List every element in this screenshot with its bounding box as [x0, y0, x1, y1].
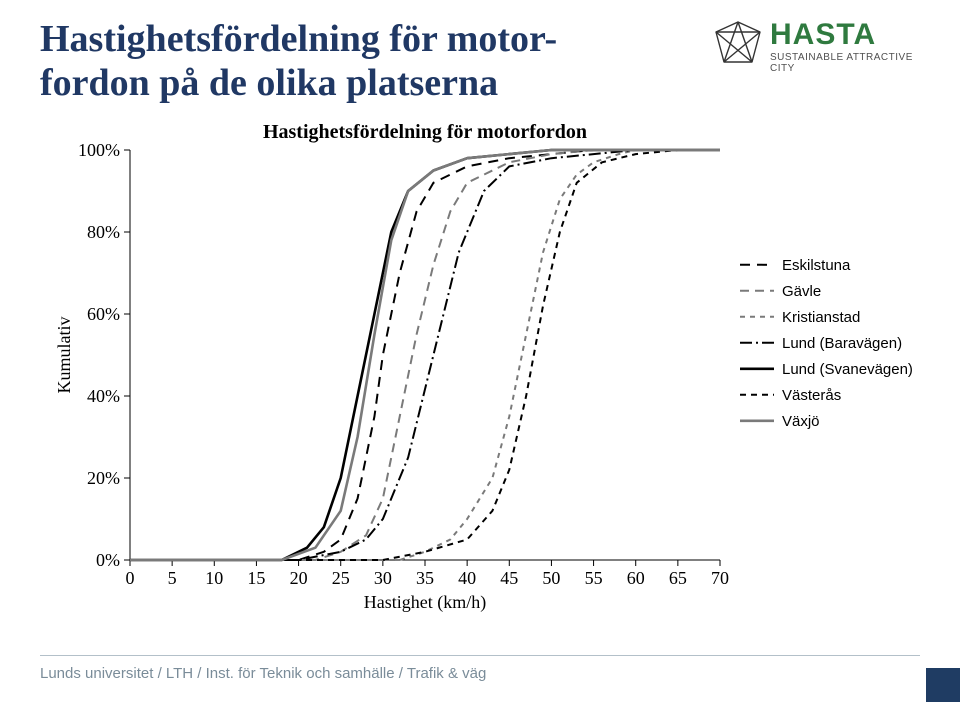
logo-main-text: HASTA	[770, 18, 876, 52]
series-line	[130, 150, 720, 560]
x-tick-label: 50	[542, 568, 560, 588]
footer-divider	[40, 655, 920, 656]
title-line-1: Hastighetsfördelning för motor-	[40, 18, 557, 60]
series-line	[130, 150, 720, 560]
x-tick-label: 35	[416, 568, 434, 588]
y-tick-label: 80%	[87, 222, 120, 242]
series-line	[130, 150, 720, 560]
legend-label: Gävle	[782, 283, 821, 300]
x-tick-label: 15	[247, 568, 265, 588]
x-tick-label: 65	[669, 568, 687, 588]
series-line	[130, 150, 720, 560]
footer-accent-block	[926, 668, 960, 702]
logo-mark-icon	[710, 18, 766, 74]
legend-label: Växjö	[782, 413, 820, 430]
title-line-2: fordon på de olika platserna	[40, 62, 498, 104]
x-tick-label: 55	[585, 568, 603, 588]
chart-container: Hastighetsfördelning för motorfordon 0% 20…	[40, 120, 920, 620]
chart-title: Hastighetsfördelning för motorfordon	[263, 121, 587, 143]
cumulative-speed-chart: Hastighetsfördelning för motorfordon 0% 20…	[40, 120, 920, 620]
legend-label: Västerås	[782, 387, 841, 404]
series-line	[130, 150, 720, 560]
logo-sub-text: SUSTAINABLE ATTRACTIVE CITY	[770, 52, 930, 74]
x-tick-label: 30	[374, 568, 392, 588]
x-tick-label: 70	[711, 568, 729, 588]
legend-label: Kristianstad	[782, 309, 860, 326]
x-tick-label: 25	[332, 568, 350, 588]
y-tick-label: 40%	[87, 386, 120, 406]
legend-label: Lund (Baravägen)	[782, 335, 902, 352]
y-tick-label: 100%	[78, 140, 120, 160]
x-tick-label: 10	[205, 568, 223, 588]
y-axis-label: Kumulativ	[54, 317, 74, 394]
x-tick-label: 20	[290, 568, 308, 588]
x-tick-label: 60	[627, 568, 645, 588]
x-tick-label: 5	[168, 568, 177, 588]
x-tick-label: 45	[500, 568, 518, 588]
series-line	[130, 150, 720, 560]
x-axis-label: Hastighet (km/h)	[364, 592, 486, 613]
hasta-logo: HASTA SUSTAINABLE ATTRACTIVE CITY	[710, 18, 930, 78]
y-tick-label: 0%	[96, 550, 120, 570]
legend-label: Lund (Svanevägen)	[782, 361, 913, 378]
legend-label: Eskilstuna	[782, 257, 851, 274]
x-tick-label: 0	[126, 568, 135, 588]
slide-root: Hastighetsfördelning för motor- fordon p…	[0, 0, 960, 702]
y-tick-label: 60%	[87, 304, 120, 324]
y-tick-label: 20%	[87, 468, 120, 488]
x-tick-label: 40	[458, 568, 476, 588]
slide-title: Hastighetsfördelning för motor- fordon p…	[40, 18, 557, 105]
footer-text: Lunds universitet / LTH / Inst. för Tekn…	[40, 665, 486, 682]
series-line	[130, 150, 720, 560]
